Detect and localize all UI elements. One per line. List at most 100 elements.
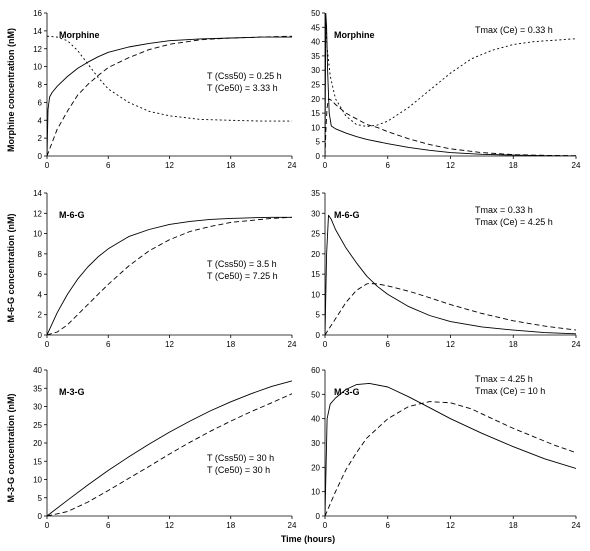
annotation-text: T (Css50) = 3.5 h (207, 259, 277, 269)
x-tick-label: 0 (45, 521, 50, 530)
y-tick-label: 0 (38, 152, 43, 161)
x-tick-label: 18 (509, 340, 518, 349)
ylabel-m6g: M-6-G concentration (nM) (6, 214, 16, 323)
x-tick-label: 0 (323, 161, 328, 170)
y-tick-label: 50 (311, 390, 320, 399)
panel-label: M-3-G (334, 387, 360, 397)
panel-label: M-3-G (59, 387, 85, 397)
y-tick-label: 10 (33, 230, 42, 239)
panel-bottom-left: 0 5 10 15 20 25 30 35 40 0 6 12 18 24 M-3-G T (Css50) =… (33, 366, 297, 530)
x-tick-label: 0 (45, 161, 50, 170)
y-tick-label: 8 (38, 81, 43, 90)
x-tick-label: 6 (386, 161, 391, 170)
y-tick-label: 0 (316, 512, 321, 521)
y-tick-label: 20 (311, 250, 320, 259)
x-tick-label: 18 (509, 161, 518, 170)
ylabel-m3g: M-3-G concentration (nM) (6, 394, 16, 503)
x-tick-label: 6 (106, 340, 111, 349)
ylabel-row-1: Morphine concentration (nM) (6, 28, 16, 152)
series-line-solid (325, 382, 576, 516)
y-tick-label: 12 (33, 209, 42, 218)
y-tick-label: 16 (33, 9, 42, 18)
y-tick-label: 0 (38, 331, 43, 340)
series-line-dashed (325, 401, 576, 516)
x-tick-label: 18 (509, 521, 518, 530)
panel-middle-right: 0 5 10 15 20 25 30 35 0 6 12 18 24 M-6-G Tmax = 0.33 h… (311, 189, 581, 349)
annotation-text: Tmax = 0.33 h (475, 205, 533, 215)
y-tick-label: 50 (311, 9, 320, 18)
series-line-dashed (47, 35, 292, 156)
x-tick-label: 12 (446, 340, 455, 349)
x-tick-label: 12 (446, 521, 455, 530)
y-tick-label: 35 (311, 52, 320, 61)
x-tick-label: 12 (446, 161, 455, 170)
xlabel-time: Time (hours) (281, 534, 335, 544)
y-tick-label: 20 (33, 439, 42, 448)
y-tick-label: 40 (311, 38, 320, 47)
x-tick-label: 24 (572, 340, 581, 349)
y-tick-label: 30 (33, 403, 42, 412)
y-tick-label: 35 (311, 189, 320, 198)
annotation-text: T (Css50) = 30 h (207, 453, 274, 463)
annotation-text: T (Ce50) = 7.25 h (207, 271, 278, 281)
x-tick-label: 18 (226, 161, 235, 170)
y-tick-label: 4 (38, 290, 43, 299)
annotation-text: Tmax (Ce) = 4.25 h (475, 217, 553, 227)
y-tick-label: 10 (311, 123, 320, 132)
x-tick-label: 12 (165, 340, 174, 349)
y-tick-label: 25 (33, 421, 42, 430)
y-tick-label: 25 (311, 81, 320, 90)
x-tick-label: 0 (323, 340, 328, 349)
series-line-dotted (47, 35, 292, 122)
x-tick-label: 6 (106, 161, 111, 170)
panel-label: M-6-G (334, 210, 360, 220)
panel-top-right: 0 5 10 15 20 25 30 35 40 45 50 0 6 12 18 24 Morphine Tmax… (311, 9, 581, 170)
y-tick-label: 10 (311, 488, 320, 497)
y-tick-label: 10 (311, 290, 320, 299)
series-line-dashed (325, 283, 576, 335)
y-tick-label: 25 (311, 230, 320, 239)
x-tick-label: 6 (106, 521, 111, 530)
series-line-solid (47, 380, 292, 516)
y-tick-label: 40 (311, 415, 320, 424)
series-line-solid (47, 36, 292, 156)
y-tick-label: 60 (311, 366, 320, 375)
y-tick-label: 0 (316, 152, 321, 161)
series-line-solid (325, 214, 576, 335)
y-tick-label: 15 (33, 457, 42, 466)
x-tick-label: 24 (288, 340, 297, 349)
series-line-dotted (325, 18, 576, 127)
x-tick-label: 18 (226, 521, 235, 530)
annotation-text: T (Css50) = 0.25 h (207, 71, 282, 81)
y-tick-label: 15 (311, 109, 320, 118)
y-tick-label: 10 (33, 476, 42, 485)
series-line-dashed (47, 216, 292, 335)
y-tick-label: 35 (33, 384, 42, 393)
y-tick-label: 30 (311, 439, 320, 448)
series-line-dashed (325, 98, 576, 156)
x-tick-label: 24 (572, 161, 581, 170)
y-tick-label: 4 (38, 116, 43, 125)
x-tick-label: 24 (572, 521, 581, 530)
y-tick-label: 2 (38, 311, 43, 320)
y-tick-label: 5 (38, 494, 43, 503)
y-tick-label: 2 (38, 134, 43, 143)
y-tick-label: 6 (38, 270, 43, 279)
y-tick-label: 15 (311, 270, 320, 279)
y-tick-label: 14 (33, 189, 42, 198)
annotation-text: Tmax (Ce) = 0.33 h (475, 25, 553, 35)
panel-label: Morphine (59, 30, 100, 40)
ylabel-morphine: Morphine concentration (nM) (6, 28, 16, 152)
x-tick-label: 0 (45, 340, 50, 349)
annotation-text: Tmax = 4.25 h (475, 374, 533, 384)
x-tick-label: 18 (226, 340, 235, 349)
y-tick-label: 6 (38, 98, 43, 107)
y-tick-label: 20 (311, 463, 320, 472)
annotation-text: T (Ce50) = 30 h (207, 465, 270, 475)
x-tick-label: 24 (288, 161, 297, 170)
x-tick-label: 12 (165, 161, 174, 170)
y-tick-label: 5 (316, 138, 321, 147)
y-tick-label: 0 (316, 331, 321, 340)
